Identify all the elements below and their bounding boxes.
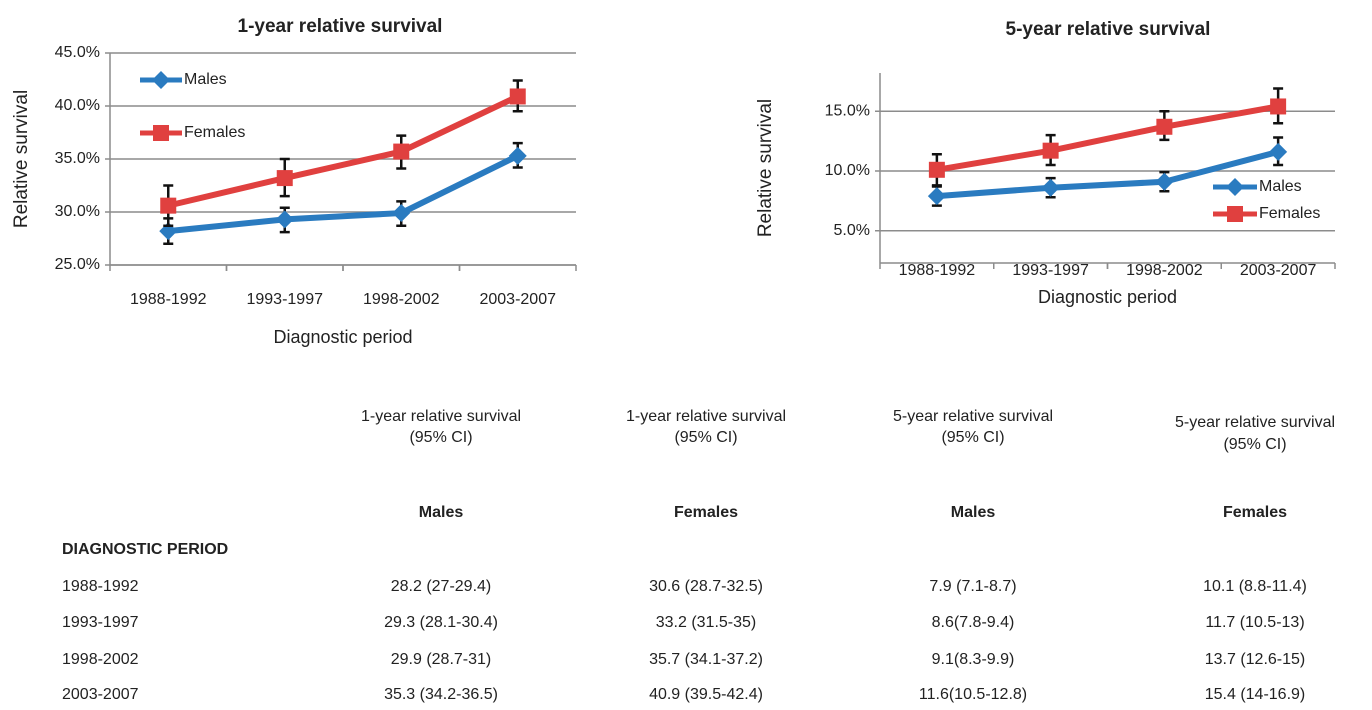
data-point — [509, 88, 526, 105]
x-tick-label: 1993-1997 — [246, 291, 323, 308]
y-axis-label: Relative survival — [755, 99, 776, 237]
column-header: 5-year relative survival — [1175, 414, 1335, 431]
data-point — [393, 143, 410, 160]
series-line — [936, 103, 1279, 173]
row-label: 1998-2002 — [62, 651, 139, 668]
y-axis-label: Relative survival — [11, 90, 32, 228]
table-cell: 28.2 (27-29.4) — [391, 578, 492, 595]
table-cell: 30.6 (28.7-32.5) — [649, 578, 763, 595]
column-header: 1-year relative survival — [626, 408, 786, 425]
x-tick-label: 2003-2007 — [479, 291, 556, 308]
legend-label: Females — [184, 124, 245, 141]
chart-title: 1-year relative survival — [238, 16, 443, 37]
y-tick-label: 35.0% — [55, 150, 100, 167]
data-point — [160, 197, 177, 214]
data-point — [1269, 142, 1288, 161]
series-line — [167, 153, 520, 235]
table-cell: 9.1(8.3-9.9) — [932, 651, 1015, 668]
data-point — [392, 204, 411, 223]
x-tick-label: 2003-2007 — [1240, 262, 1317, 279]
column-subheader: Females — [1223, 504, 1287, 521]
table-cell: 40.9 (39.5-42.4) — [649, 686, 763, 703]
y-tick-label: 5.0% — [834, 222, 870, 239]
column-header: 1-year relative survival — [361, 408, 521, 425]
legend-marker — [1226, 178, 1244, 196]
y-tick-label: 25.0% — [55, 256, 100, 273]
legend-label: Males — [1259, 178, 1302, 195]
column-subheader: Females — [674, 504, 738, 521]
y-tick-label: 45.0% — [55, 44, 100, 61]
row-label: 2003-2007 — [62, 686, 139, 703]
data-point — [1156, 118, 1173, 135]
table-cell: 11.6(10.5-12.8) — [919, 686, 1027, 703]
x-tick-label: 1998-2002 — [363, 291, 440, 308]
data-point — [275, 210, 294, 229]
row-label: 1988-1992 — [62, 578, 139, 595]
series-line — [167, 93, 520, 209]
section-label: DIAGNOSTIC PERIOD — [62, 541, 228, 558]
column-header: (95% CI) — [1223, 436, 1286, 453]
data-point — [928, 161, 945, 178]
column-header: (95% CI) — [941, 429, 1004, 446]
row-label: 1993-1997 — [62, 614, 139, 631]
column-header: 5-year relative survival — [893, 408, 1053, 425]
legend-marker — [152, 71, 170, 89]
y-tick-label: 30.0% — [55, 203, 100, 220]
table-cell: 8.6(7.8-9.4) — [932, 614, 1015, 631]
column-header: (95% CI) — [409, 429, 472, 446]
x-tick-label: 1993-1997 — [1012, 262, 1089, 279]
table-cell: 13.7 (12.6-15) — [1205, 651, 1306, 668]
data-point — [1270, 98, 1287, 115]
y-tick-label: 10.0% — [825, 162, 870, 179]
table-cell: 29.3 (28.1-30.4) — [384, 614, 498, 631]
legend-label: Females — [1259, 205, 1320, 222]
data-point — [508, 146, 527, 165]
column-subheader: Males — [419, 504, 464, 521]
x-tick-label: 1988-1992 — [130, 291, 207, 308]
data-point — [276, 170, 293, 187]
table-cell: 35.3 (34.2-36.5) — [384, 686, 498, 703]
legend-label: Males — [184, 71, 227, 88]
y-tick-label: 15.0% — [825, 102, 870, 119]
data-point — [927, 187, 946, 206]
data-point — [1155, 172, 1174, 191]
table-cell: 33.2 (31.5-35) — [656, 614, 757, 631]
table-cell: 10.1 (8.8-11.4) — [1203, 578, 1307, 595]
column-subheader: Males — [951, 504, 996, 521]
y-tick-label: 40.0% — [55, 97, 100, 114]
legend-marker — [153, 125, 169, 141]
data-point — [1042, 142, 1059, 159]
table-cell: 7.9 (7.1-8.7) — [929, 578, 1016, 595]
data-point — [1041, 178, 1060, 197]
chart-title: 5-year relative survival — [1006, 19, 1211, 40]
legend-marker — [1227, 206, 1243, 222]
x-axis-label: Diagnostic period — [273, 327, 412, 347]
table-cell: 15.4 (14-16.9) — [1205, 686, 1306, 703]
x-tick-label: 1998-2002 — [1126, 262, 1203, 279]
x-tick-label: 1988-1992 — [899, 262, 976, 279]
series-line — [936, 148, 1279, 200]
table-cell: 29.9 (28.7-31) — [391, 651, 492, 668]
table-cell: 35.7 (34.1-37.2) — [649, 651, 763, 668]
column-header: (95% CI) — [674, 429, 737, 446]
table-cell: 11.7 (10.5-13) — [1205, 614, 1304, 631]
x-axis-label: Diagnostic period — [1038, 287, 1177, 307]
